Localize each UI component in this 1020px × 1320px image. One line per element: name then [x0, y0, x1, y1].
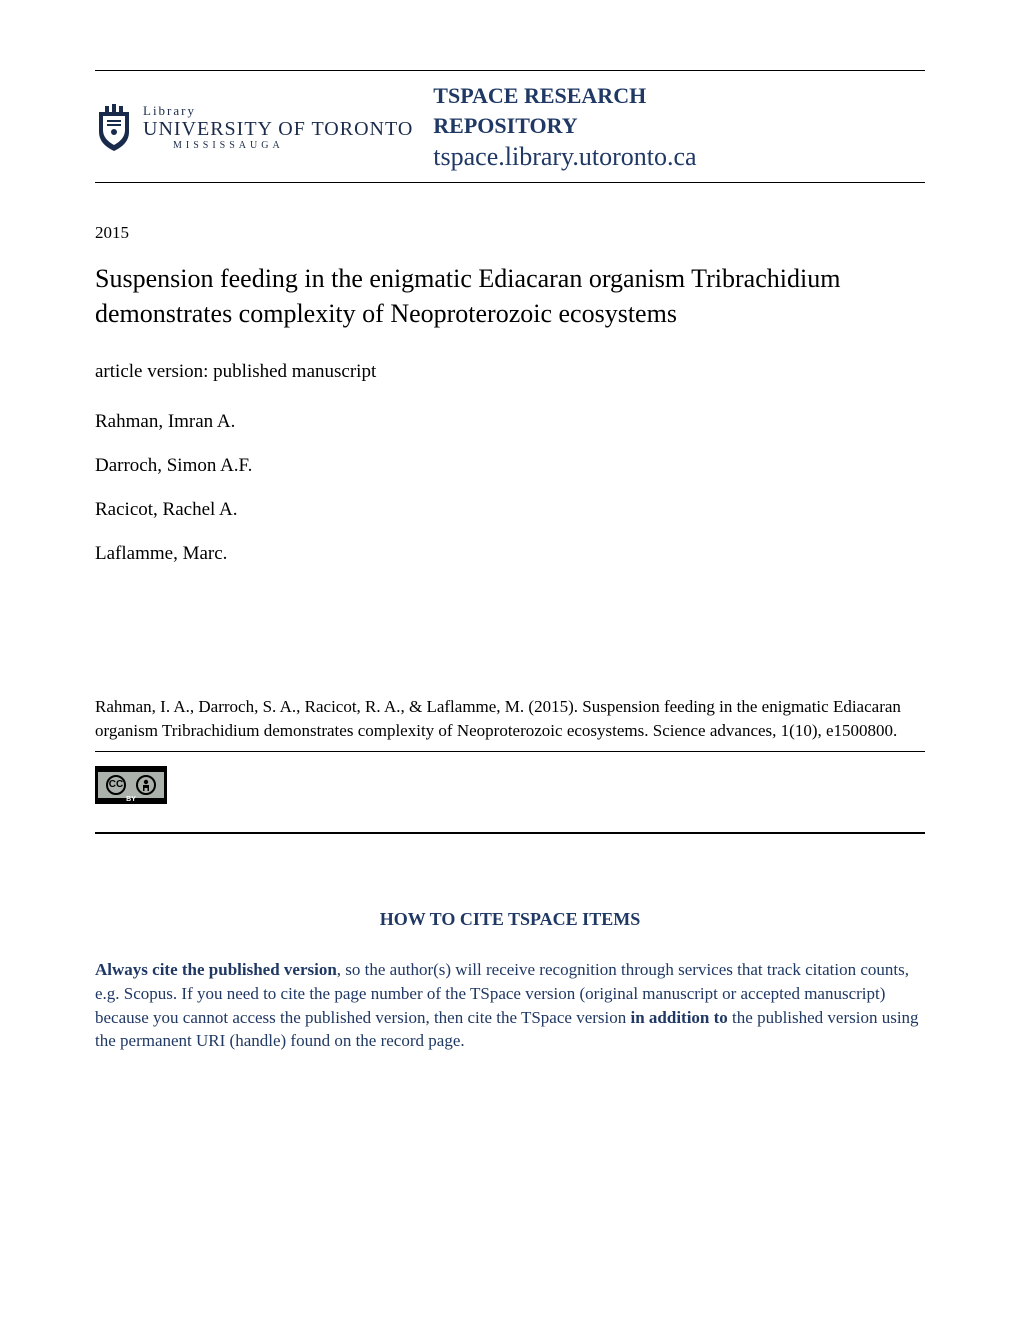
campus-name: MISSISSAUGA: [173, 140, 413, 151]
repo-url: tspace.library.utoronto.ca: [433, 140, 696, 174]
cc-icon: CC: [106, 775, 126, 795]
library-label: Library: [143, 104, 413, 118]
version-info: article version: published manuscript: [95, 361, 925, 383]
publication-year: 2015: [95, 223, 925, 243]
cite-bold-1: Always cite the published version: [95, 960, 337, 979]
repo-title-line1: TSPACE RESEARCH: [433, 81, 696, 111]
author-name: Racicot, Rachel A.: [95, 499, 925, 521]
article-title: Suspension feeding in the enigmatic Edia…: [95, 261, 925, 331]
author-name: Darroch, Simon A.F.: [95, 455, 925, 477]
author-name: Rahman, Imran A.: [95, 411, 925, 433]
how-to-cite-text: HOW TO CITE TSPACE ITEMS: [380, 909, 640, 929]
repository-heading: TSPACE RESEARCH REPOSITORY tspace.librar…: [433, 81, 696, 174]
repo-title-line2: REPOSITORY: [433, 111, 696, 141]
cc-license-badge: CC BY: [95, 766, 167, 804]
logo-text-block: Library UNIVERSITY OF TORONTO MISSISSAUG…: [143, 104, 413, 151]
citation-section: Rahman, I. A., Darroch, S. A., Racicot, …: [95, 695, 925, 804]
cite-instructions: Always cite the published version, so th…: [95, 958, 925, 1053]
by-icon: [136, 775, 156, 795]
author-name: Laflamme, Marc.: [95, 543, 925, 565]
university-name: UNIVERSITY OF TORONTO: [143, 118, 413, 140]
how-to-cite-heading: HOW TO CITE TSPACE ITEMS: [95, 909, 925, 930]
header-banner: Library UNIVERSITY OF TORONTO MISSISSAUG…: [95, 70, 925, 183]
shield-icon: [95, 104, 133, 152]
section-divider: [95, 832, 925, 834]
by-label: BY: [126, 796, 136, 803]
cite-bold-2: in addition to: [630, 1008, 727, 1027]
citation-text: Rahman, I. A., Darroch, S. A., Racicot, …: [95, 695, 925, 752]
institution-logo: Library UNIVERSITY OF TORONTO MISSISSAUG…: [95, 104, 413, 152]
